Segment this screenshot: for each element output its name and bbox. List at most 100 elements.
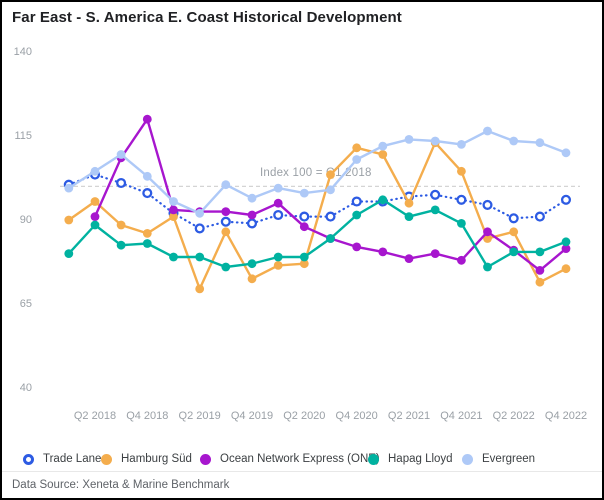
legend-label: Trade Lane: [43, 453, 102, 465]
data-point: [116, 220, 126, 230]
data-point: [299, 259, 309, 269]
data-point: [299, 211, 310, 222]
data-point: [561, 264, 571, 274]
data-point: [142, 114, 152, 124]
data-point: [142, 239, 152, 248]
data-point: [430, 189, 441, 200]
chart-title: Far East - S. America E. Coast Historica…: [12, 9, 402, 26]
data-point: [90, 220, 100, 230]
data-point: [326, 185, 335, 195]
legend-item-evergreen[interactable]: Evergreen: [462, 451, 535, 467]
data-point: [457, 219, 466, 228]
data-point: [483, 262, 492, 272]
y-axis-tick: 140: [13, 46, 32, 58]
data-point: [509, 247, 519, 257]
legend-item-trade-lane[interactable]: Trade Lane: [23, 451, 101, 467]
data-point: [352, 242, 362, 252]
data-point: [326, 234, 335, 243]
data-point: [273, 209, 284, 221]
data-point: [299, 222, 309, 232]
data-point: [535, 266, 545, 275]
data-point: [220, 216, 231, 227]
y-axis-tick: 65: [19, 298, 32, 310]
data-source-text: Data Source: Xeneta & Marine Benchmark: [12, 479, 230, 491]
data-point: [351, 196, 362, 207]
data-point: [247, 193, 257, 203]
data-point: [509, 227, 519, 237]
legend-label: Evergreen: [482, 453, 536, 465]
x-axis-tick: Q4 2019: [230, 410, 274, 422]
y-axis-tick: 115: [14, 130, 32, 142]
data-point: [561, 237, 571, 247]
data-point: [404, 135, 414, 144]
one-swatch-icon: [200, 453, 211, 465]
data-point: [273, 183, 283, 193]
data-point: [221, 180, 231, 190]
legend-label: Hamburg Süd: [121, 453, 192, 465]
data-point: [142, 171, 152, 181]
data-point: [560, 194, 572, 205]
x-axis-tick: Q4 2020: [335, 410, 378, 422]
data-point: [116, 177, 127, 189]
legend-item-one[interactable]: Ocean Network Express (ONE): [200, 451, 380, 467]
data-point: [352, 155, 362, 164]
data-point: [247, 274, 257, 284]
data-point: [457, 166, 466, 176]
chart-legend: Trade Lane Hamburg Süd Ocean Network Exp…: [2, 451, 602, 469]
data-point: [90, 197, 100, 206]
data-point: [142, 188, 153, 199]
data-point: [430, 249, 440, 258]
x-axis-tick: Q2 2020: [283, 410, 326, 422]
data-point: [247, 210, 257, 220]
x-axis-tick: Q2 2022: [492, 410, 535, 422]
series-line-hamburg-s-d: [67, 141, 568, 291]
legend-item-hamburg-sud[interactable]: Hamburg Süd: [101, 451, 192, 467]
data-point: [534, 211, 545, 222]
y-axis-tick: 90: [19, 214, 32, 226]
data-point: [430, 136, 440, 146]
data-point: [299, 252, 309, 262]
data-point: [169, 205, 178, 215]
data-point: [378, 141, 388, 151]
data-point: [221, 207, 231, 217]
data-point: [483, 234, 492, 243]
legend-item-hapag-lloyd[interactable]: Hapag Lloyd: [368, 451, 453, 467]
legend-label: Ocean Network Express (ONE): [220, 453, 380, 465]
data-point: [508, 213, 519, 224]
data-point: [352, 143, 362, 153]
data-point: [195, 284, 205, 294]
data-point: [483, 227, 492, 237]
y-axis-tick: 40: [19, 382, 32, 394]
x-axis-tick: Q2 2021: [387, 410, 431, 422]
data-point: [404, 212, 414, 222]
data-point: [64, 215, 74, 225]
data-point: [116, 240, 126, 250]
x-axis-tick: Q4 2022: [544, 410, 588, 422]
data-point: [90, 166, 100, 176]
data-point: [247, 259, 257, 269]
data-point: [273, 261, 283, 270]
data-point: [116, 150, 126, 159]
data-point: [404, 198, 414, 208]
data-point: [195, 252, 205, 262]
footer-divider: [2, 471, 602, 472]
plot-area: [60, 114, 580, 294]
data-point: [561, 148, 571, 158]
series-line-hapag-lloyd: [67, 198, 568, 269]
hapag-lloyd-swatch-icon: [368, 453, 379, 465]
data-point: [90, 212, 100, 222]
data-point: [535, 247, 545, 257]
evergreen-swatch-icon: [462, 453, 473, 465]
data-point: [457, 140, 466, 149]
data-point: [325, 211, 336, 222]
data-point: [456, 194, 467, 205]
data-point: [430, 205, 440, 215]
data-point: [221, 227, 231, 237]
x-axis-tick: Q2 2019: [178, 410, 221, 422]
data-point: [273, 198, 283, 208]
data-point: [64, 183, 74, 193]
data-point: [561, 244, 571, 254]
data-point: [404, 254, 414, 263]
data-point: [457, 255, 466, 265]
